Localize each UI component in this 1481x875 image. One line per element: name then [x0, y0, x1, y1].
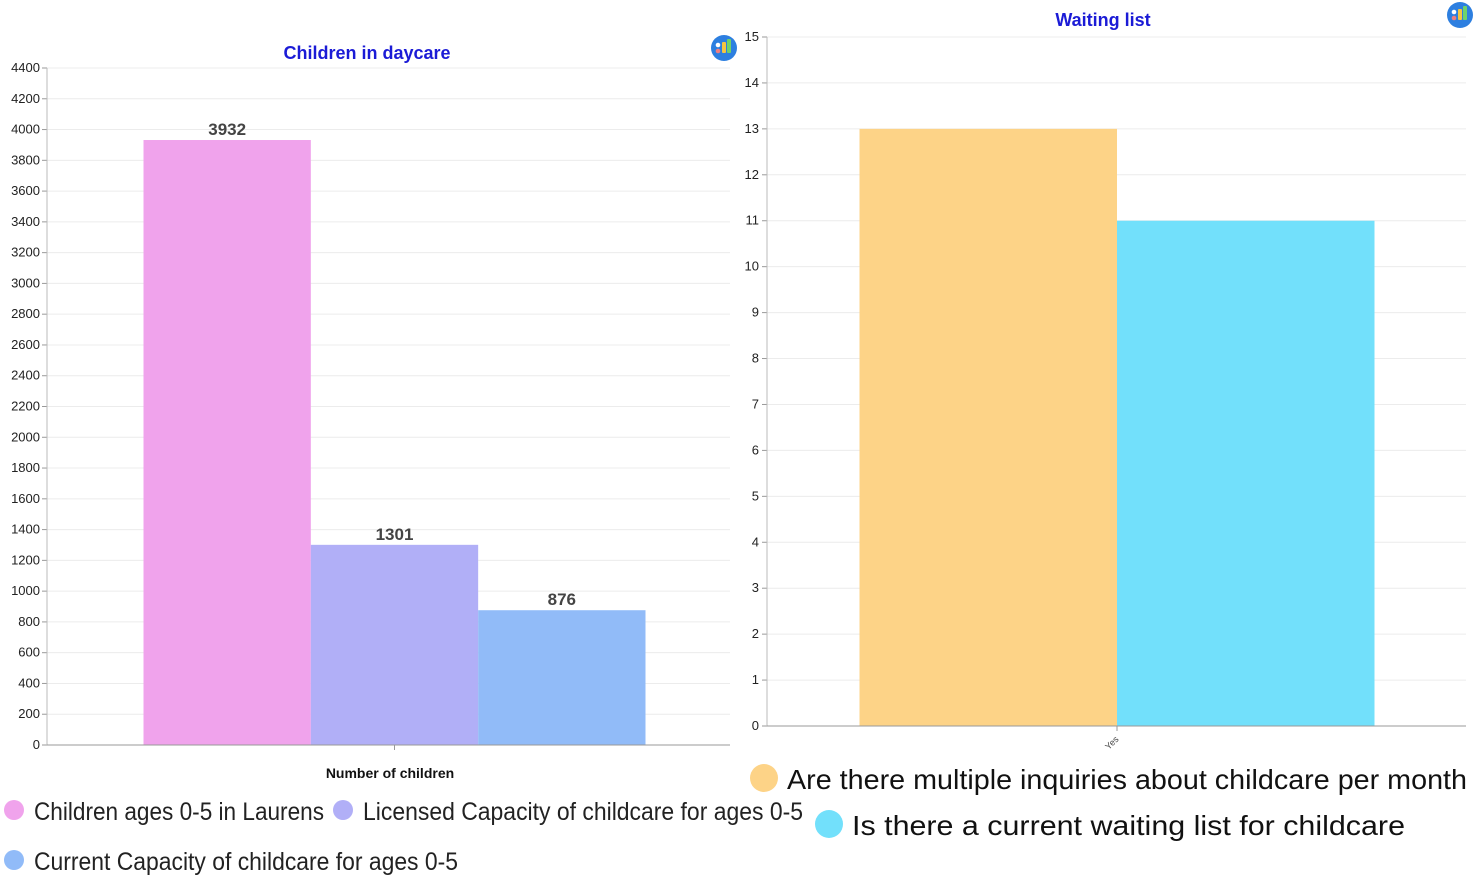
- y-tick-label: 3800: [11, 152, 40, 167]
- y-tick-label: 4200: [11, 91, 40, 106]
- legend-label: Children ages 0-5 in Laurens: [34, 798, 324, 826]
- data-label: 876: [548, 590, 576, 609]
- y-tick-label: 14: [745, 75, 759, 90]
- y-tick-label: 1: [752, 672, 759, 687]
- y-tick-label: 2: [752, 626, 759, 641]
- legend-left: Children ages 0-5 in Laurens Licensed Cap…: [4, 798, 803, 875]
- bar[interactable]: [143, 140, 311, 745]
- legend-label: Is there a current waiting list for chil…: [852, 810, 1405, 841]
- legend-swatch: [333, 800, 353, 820]
- x-tick-label: Yes: [1103, 734, 1121, 752]
- y-tick-label: 8: [752, 351, 759, 366]
- y-tick-label: 3200: [11, 245, 40, 260]
- bar[interactable]: [478, 610, 646, 745]
- y-tick-label: 2600: [11, 337, 40, 352]
- y-tick-label: 3600: [11, 183, 40, 198]
- y-tick-label: 0: [33, 737, 40, 752]
- y-tick-label: 3: [752, 580, 759, 595]
- y-tick-label: 9: [752, 305, 759, 320]
- y-tick-label: 5: [752, 488, 759, 503]
- y-tick-label: 2400: [11, 368, 40, 383]
- y-tick-label: 1200: [11, 552, 40, 567]
- y-tick-label: 2800: [11, 306, 40, 321]
- y-tick-label: 13: [745, 121, 759, 136]
- y-tick-label: 800: [18, 614, 40, 629]
- y-tick-label: 4: [752, 534, 759, 549]
- legend-swatch: [750, 764, 778, 792]
- y-tick-label: 15: [745, 29, 759, 44]
- legend-label: Licensed Capacity of childcare for ages …: [363, 798, 803, 826]
- y-tick-label: 7: [752, 396, 759, 411]
- bar[interactable]: [859, 128, 1118, 726]
- chart-menu-icon[interactable]: [711, 35, 737, 61]
- legend-swatch: [4, 850, 24, 870]
- y-tick-label: 1600: [11, 491, 40, 506]
- legend-right: Are there multiple inquiries about child…: [750, 764, 1467, 841]
- legend-label: Current Capacity of childcare for ages 0…: [34, 848, 458, 875]
- y-tick-label: 10: [745, 259, 759, 274]
- chart-menu-icon[interactable]: [1447, 2, 1473, 28]
- y-tick-label: 11: [746, 213, 760, 228]
- y-tick-label: 0: [752, 718, 759, 733]
- y-tick-label: 2200: [11, 399, 40, 414]
- y-tick-label: 200: [18, 706, 40, 721]
- y-tick-label: 1800: [11, 460, 40, 475]
- legend-swatch: [815, 810, 843, 838]
- bar[interactable]: [1117, 220, 1375, 726]
- y-tick-label: 4400: [11, 60, 40, 75]
- legend-label: Are there multiple inquiries about child…: [787, 764, 1467, 795]
- x-axis-label: Number of children: [326, 765, 454, 781]
- y-tick-label: 4000: [11, 122, 40, 137]
- y-tick-label: 2000: [11, 429, 40, 444]
- chart-title: Children in daycare: [283, 43, 450, 63]
- y-tick-label: 6: [752, 442, 759, 457]
- y-tick-label: 12: [745, 167, 759, 182]
- legend-swatch: [4, 800, 24, 820]
- y-tick-label: 600: [18, 645, 40, 660]
- y-tick-label: 3000: [11, 275, 40, 290]
- y-tick-label: 400: [18, 675, 40, 690]
- y-tick-label: 1000: [11, 583, 40, 598]
- data-label: 1301: [376, 525, 414, 544]
- y-tick-label: 3400: [11, 214, 40, 229]
- y-tick-label: 1400: [11, 522, 40, 537]
- bar[interactable]: [310, 544, 479, 745]
- data-label: 3932: [208, 120, 246, 139]
- chart-title: Waiting list: [1055, 10, 1150, 30]
- children-in-daycare-chart: Children in daycare 02004006008001000120…: [4, 35, 803, 875]
